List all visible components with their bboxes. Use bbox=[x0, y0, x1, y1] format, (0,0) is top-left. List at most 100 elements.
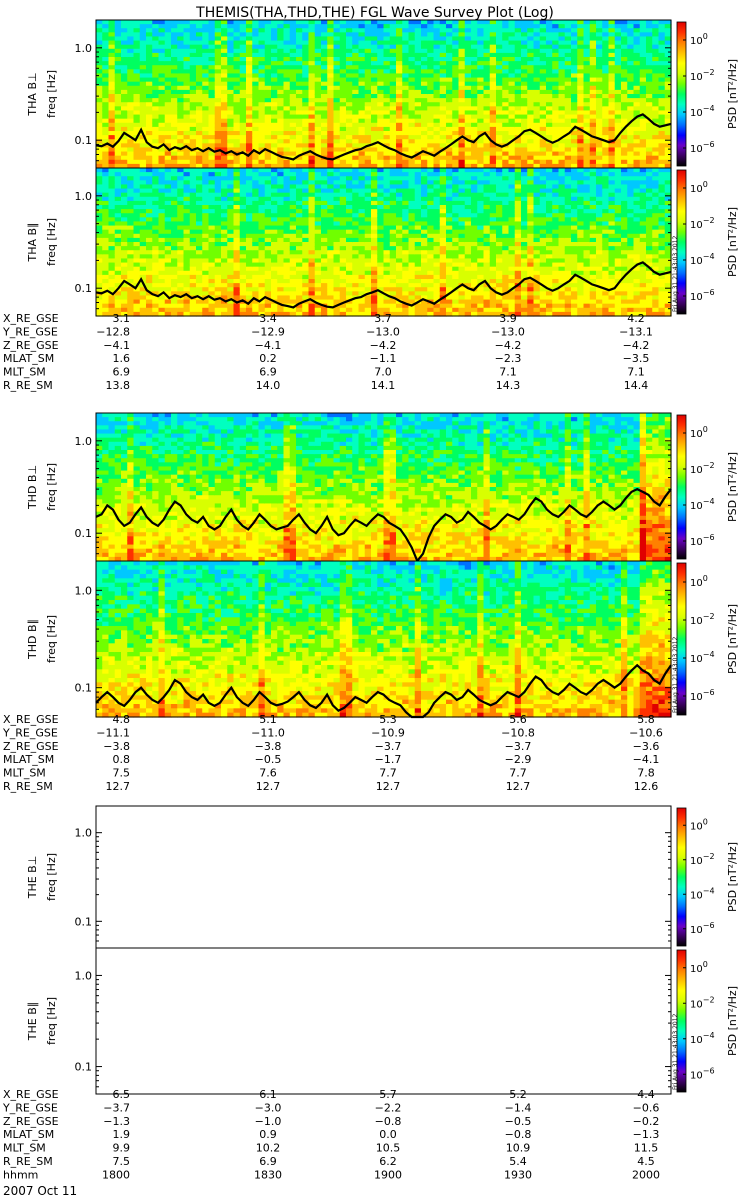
spectrogram-cell bbox=[133, 229, 141, 235]
spectrogram-cell bbox=[146, 28, 153, 33]
spectrogram-cell bbox=[208, 40, 216, 46]
spectrogram-cell bbox=[439, 81, 447, 87]
spectrogram-cell bbox=[164, 262, 172, 268]
spectrogram-cell bbox=[214, 89, 222, 95]
spectrogram-cell bbox=[396, 155, 403, 161]
spectrogram-cell bbox=[539, 81, 547, 87]
spectrogram-cell bbox=[327, 176, 335, 181]
spectrogram-cell bbox=[314, 299, 322, 305]
spectrogram-cell bbox=[602, 61, 610, 66]
spectrogram-cell bbox=[202, 303, 210, 309]
spectrogram-cell bbox=[196, 110, 203, 116]
spectrogram-cell bbox=[539, 110, 547, 116]
spectrogram-cell bbox=[158, 57, 166, 62]
spectrogram-cell bbox=[221, 73, 228, 79]
spectrogram-cell bbox=[346, 217, 353, 223]
spectrogram-cell bbox=[333, 118, 341, 124]
spectrogram-cell bbox=[171, 135, 178, 140]
spectrogram-cell bbox=[333, 283, 341, 288]
spectrogram-cell bbox=[183, 155, 191, 161]
spectrogram-cell bbox=[333, 131, 341, 136]
spectrogram-cell bbox=[227, 274, 235, 280]
spectrogram-cell bbox=[158, 213, 166, 218]
spectrogram-cell bbox=[452, 131, 460, 136]
spectrogram-cell bbox=[221, 192, 228, 198]
spectrogram-cell bbox=[121, 94, 128, 99]
spectrogram-cell bbox=[227, 270, 235, 276]
spectrogram-cell bbox=[252, 266, 260, 272]
spectrogram-cell bbox=[308, 250, 316, 255]
spectrogram-cell bbox=[227, 139, 235, 144]
spectrogram-cell bbox=[183, 52, 191, 58]
spectrogram-cell bbox=[464, 48, 472, 54]
spectrogram-cell bbox=[521, 114, 528, 120]
spectrogram-cell bbox=[339, 69, 347, 75]
spectrogram-cell bbox=[352, 151, 360, 157]
spectrogram-cell bbox=[102, 184, 110, 190]
spectrogram-cell bbox=[227, 48, 235, 54]
spectrogram-cell bbox=[352, 143, 360, 149]
spectrogram-cell bbox=[271, 233, 278, 239]
spectrogram-cell bbox=[164, 52, 172, 58]
spectrogram-cell bbox=[227, 180, 235, 186]
spectrogram-cell bbox=[364, 131, 372, 136]
spectrogram-cell bbox=[208, 159, 216, 165]
spectrogram-cell bbox=[171, 303, 178, 309]
spectrogram-cell bbox=[596, 151, 603, 157]
spectrogram-cell bbox=[408, 28, 416, 33]
spectrogram-cell bbox=[314, 188, 322, 194]
spectrogram-cell bbox=[346, 81, 353, 87]
spectrogram-cell bbox=[527, 65, 535, 70]
spectrogram-cell bbox=[583, 40, 591, 46]
spectrogram-cell bbox=[246, 65, 253, 70]
spectrogram-cell bbox=[177, 77, 185, 83]
spectrogram-cell bbox=[114, 48, 122, 54]
spectrogram-cell bbox=[246, 254, 253, 260]
spectrogram-cell bbox=[252, 217, 260, 223]
spectrogram-cell bbox=[346, 180, 353, 186]
spectrogram-cell bbox=[96, 229, 103, 235]
spectrogram-cell bbox=[146, 44, 153, 50]
spectrogram-cell bbox=[252, 69, 260, 75]
spectrogram-cell bbox=[396, 163, 403, 169]
spectrogram-cell bbox=[571, 77, 578, 83]
spectrogram-cell bbox=[246, 98, 253, 103]
spectrogram-cell bbox=[233, 159, 241, 165]
spectrogram-cell bbox=[221, 155, 228, 161]
spectrogram-cell bbox=[139, 266, 147, 272]
spectrogram-cell bbox=[189, 307, 197, 313]
spectrogram-cell bbox=[633, 32, 641, 38]
spectrogram-cell bbox=[127, 242, 135, 247]
spectrogram-cell bbox=[402, 85, 410, 91]
spectrogram-cell bbox=[202, 139, 210, 144]
spectrogram-cell bbox=[114, 274, 122, 280]
spectrogram-cell bbox=[346, 229, 353, 235]
spectrogram-cell bbox=[171, 81, 178, 87]
spectrogram-cell bbox=[164, 36, 172, 42]
spectrogram-cell bbox=[333, 180, 341, 186]
spectrogram-cell bbox=[221, 57, 228, 62]
spectrogram-cell bbox=[614, 98, 622, 103]
spectrogram-cell bbox=[202, 311, 210, 317]
spectrogram-cell bbox=[571, 151, 578, 157]
spectrogram-cell bbox=[177, 291, 185, 297]
spectrogram-cell bbox=[258, 61, 266, 66]
spectrogram-cell bbox=[346, 188, 353, 194]
spectrogram-cell bbox=[358, 89, 366, 95]
spectrogram-cell bbox=[102, 225, 110, 231]
spectrogram-cell bbox=[652, 73, 660, 79]
spectrogram-cell bbox=[564, 65, 572, 70]
spectrogram-cell bbox=[639, 48, 647, 54]
spectrogram-cell bbox=[202, 163, 210, 169]
spectrogram-cell bbox=[471, 89, 478, 95]
spectrogram-cell bbox=[339, 98, 347, 103]
spectrogram-cell bbox=[208, 48, 216, 54]
spectrogram-cell bbox=[177, 279, 185, 284]
spectrogram-cell bbox=[402, 20, 410, 25]
spectrogram-cell bbox=[252, 114, 260, 120]
spectrogram-cell bbox=[446, 126, 453, 132]
spectrogram-cell bbox=[427, 94, 435, 99]
spectrogram-cell bbox=[233, 266, 241, 272]
spectrogram-cell bbox=[258, 217, 266, 223]
spectrogram-cell bbox=[246, 205, 253, 210]
